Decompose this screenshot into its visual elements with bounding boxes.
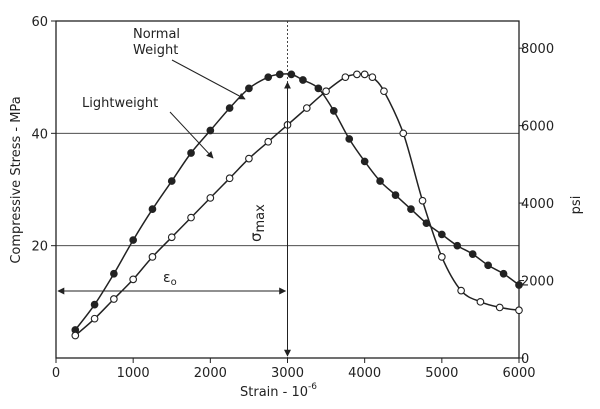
- x-tick-label: 4000: [348, 366, 381, 381]
- y-axis-right-title: psi: [569, 196, 584, 215]
- data-point: [264, 137, 273, 146]
- data-point: [495, 303, 504, 312]
- x-axis-ticks: 0 1000 2000 3000 4000 5000 6000: [52, 358, 536, 381]
- data-point: [110, 295, 118, 303]
- data-point: [287, 70, 296, 79]
- data-point: [515, 281, 523, 289]
- data-point: [275, 70, 284, 79]
- sigma-symbol: σ: [247, 232, 265, 242]
- x-tick-label: 6000: [502, 366, 535, 381]
- data-point: [437, 253, 446, 261]
- annotations: [57, 21, 291, 358]
- data-point: [148, 205, 157, 214]
- data-point: [407, 205, 415, 214]
- data-point: [391, 191, 400, 199]
- x-axis-title: Strain - 10-6: [240, 382, 317, 400]
- data-point: [167, 177, 176, 185]
- data-point: [360, 157, 369, 166]
- data-point: [299, 76, 307, 84]
- data-point: [148, 253, 157, 261]
- data-point: [418, 196, 427, 205]
- y-right-tick-label: 6000: [521, 120, 554, 135]
- data-point: [110, 269, 118, 278]
- sigma-subscript: max: [253, 204, 268, 233]
- data-point: [453, 241, 462, 250]
- data-point: [437, 230, 446, 239]
- normal-weight-label-line1: Normal: [133, 27, 180, 42]
- data-point: [368, 73, 377, 82]
- data-point: [167, 233, 176, 242]
- data-point: [341, 73, 350, 82]
- data-point: [90, 300, 99, 309]
- data-point: [314, 84, 323, 93]
- y-axis-left-title: Compressive Stress - MPa: [9, 96, 24, 263]
- y-right-tick-label: 4000: [521, 197, 554, 212]
- data-point: [225, 104, 234, 112]
- data-point: [457, 286, 465, 295]
- data-point: [322, 87, 330, 96]
- data-point: [353, 70, 361, 79]
- epsilon-symbol: ε: [163, 270, 171, 286]
- data-point: [468, 250, 477, 258]
- data-point: [399, 129, 408, 138]
- data-point: [225, 174, 234, 183]
- data-point: [187, 149, 195, 157]
- epsilon-subscript: o: [171, 277, 177, 288]
- x-tick-label: 2000: [194, 366, 227, 381]
- y-left-tick-label: 60: [31, 15, 48, 30]
- y-axis-left-ticks: 20 40 60: [31, 15, 56, 255]
- data-point: [376, 177, 384, 185]
- series-lightweight: [71, 70, 523, 340]
- x-tick-label: 3000: [271, 366, 304, 381]
- series-line: [74, 73, 520, 331]
- data-point: [484, 261, 492, 270]
- lightweight-label: Lightweight: [82, 96, 158, 111]
- data-point: [206, 194, 215, 202]
- series-group: [71, 70, 523, 340]
- data-point: [264, 73, 273, 82]
- data-point: [329, 107, 338, 115]
- x-tick-label: 0: [52, 366, 60, 381]
- data-point: [345, 135, 354, 143]
- data-point: [380, 87, 388, 96]
- data-point: [129, 236, 138, 244]
- x-tick-label: 5000: [425, 366, 458, 381]
- data-point: [499, 269, 508, 278]
- y-left-tick-label: 20: [31, 240, 48, 255]
- normal-weight-pointer: [171, 59, 246, 100]
- y-right-tick-label: 0: [521, 352, 529, 367]
- data-point: [71, 331, 80, 340]
- y-left-tick-label: 40: [31, 127, 48, 142]
- x-tick-label: 1000: [117, 366, 150, 381]
- data-point: [245, 84, 253, 93]
- series-line: [74, 73, 520, 337]
- y-right-tick-label: 2000: [521, 275, 554, 290]
- series-normal-weight: [71, 70, 523, 334]
- data-point: [129, 275, 138, 284]
- data-point: [302, 104, 311, 112]
- data-point: [206, 126, 215, 135]
- data-point: [360, 70, 369, 79]
- data-point: [476, 297, 485, 306]
- y-right-tick-label: 8000: [521, 42, 554, 57]
- data-point: [187, 213, 195, 222]
- y-axis-right-ticks: 0 2000 4000 6000 8000: [519, 42, 554, 367]
- epsilon-o-label: εo: [163, 270, 177, 288]
- x-axis-title-main: Strain - 10: [240, 385, 308, 400]
- data-point: [245, 154, 253, 163]
- lightweight-pointer: [169, 111, 214, 159]
- data-point: [90, 314, 99, 323]
- normal-weight-label-line2: Weight: [133, 43, 178, 58]
- x-axis-title-exponent: -6: [308, 382, 317, 392]
- sigma-max-label: σmax: [247, 204, 268, 242]
- data-point: [515, 306, 523, 315]
